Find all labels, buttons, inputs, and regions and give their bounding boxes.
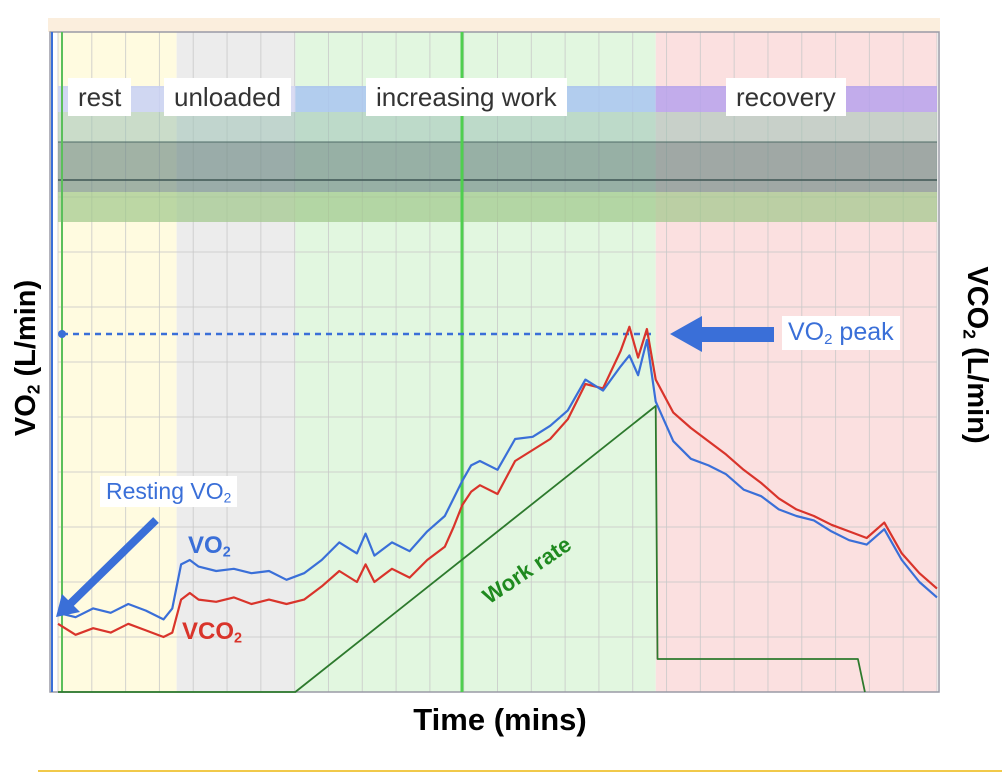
resting-vo2-arrow-head	[56, 594, 80, 617]
x-axis-label: Time (mins)	[413, 702, 587, 737]
series-line-work-rate	[58, 405, 866, 693]
series-line-vo2	[57, 338, 938, 621]
y-axis-right-label: VCO2 (L/min)	[959, 266, 993, 444]
plot-border	[49, 31, 940, 693]
overlay-band	[58, 112, 937, 142]
plot-frame	[49, 31, 940, 693]
vo2-peak-reference-dot	[58, 330, 66, 338]
overlay-band	[58, 192, 937, 222]
phase-label-recovery: recovery	[726, 78, 846, 116]
vo2-peak-arrow-shaft	[700, 327, 774, 342]
vco2-series-label: VCO2	[182, 618, 243, 647]
vo2-peak-label: VO2 peak	[782, 316, 900, 350]
top-strip	[48, 18, 940, 32]
phase-label-unloaded: unloaded	[164, 78, 291, 116]
resting-vo2-arrow-shaft	[67, 517, 159, 607]
series-line-vco2	[57, 325, 938, 639]
phase-label-increasing-work: increasing work	[366, 78, 567, 116]
vo2-series-label: VO2	[188, 532, 231, 561]
overlay-bands	[58, 86, 937, 222]
annotation-graphics	[56, 316, 774, 617]
overlay-band	[58, 142, 937, 192]
resting-vo2-label: Resting VO2	[100, 476, 238, 508]
series-lines	[57, 325, 938, 693]
vo2-peak-arrow-head	[670, 316, 702, 352]
phase-label-rest: rest	[68, 78, 132, 116]
y-axis-left-label: VO2 (L/min)	[10, 279, 44, 437]
